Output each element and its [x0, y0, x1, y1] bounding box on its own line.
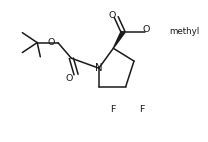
- Text: O: O: [108, 11, 116, 20]
- Text: F: F: [110, 105, 116, 114]
- Text: F: F: [139, 105, 145, 114]
- Text: O: O: [142, 25, 150, 34]
- Text: O: O: [48, 38, 55, 47]
- Text: O: O: [66, 74, 73, 83]
- Text: N: N: [95, 63, 103, 73]
- Text: methyl: methyl: [170, 27, 200, 36]
- Polygon shape: [113, 31, 125, 48]
